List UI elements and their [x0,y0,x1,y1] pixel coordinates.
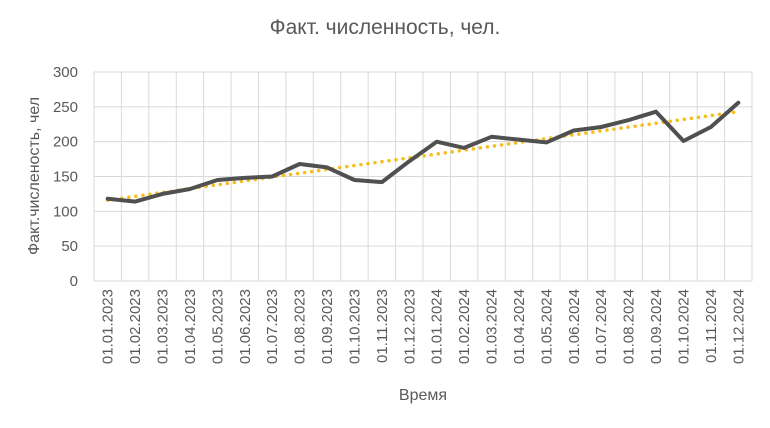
x-axis-label: Время [399,387,447,404]
x-tick-label: 01.06.2024 [566,289,583,364]
x-tick-label: 01.07.2023 [264,289,281,364]
data-point [243,176,246,179]
data-point [709,126,712,129]
data-point [216,178,219,181]
data-point [134,200,137,203]
y-axis-label: Факт.численость, чел [26,97,43,255]
data-point [655,110,658,113]
chart-title: Факт. численность, чел. [269,16,501,39]
data-point [408,160,411,163]
x-tick-label: 01.04.2023 [182,289,199,364]
x-tick-label: 01.12.2024 [730,289,747,364]
x-tick-label: 01.02.2024 [456,289,473,364]
data-point [600,126,603,129]
series-line [105,100,741,204]
data-point [188,188,191,191]
data-point [517,138,520,141]
x-tick-label: 01.05.2024 [538,289,555,364]
x-tick-label: 01.06.2023 [237,289,254,364]
x-tick-label: 01.05.2023 [209,289,226,364]
data-point [435,140,438,143]
trendline [105,109,741,202]
y-tick-label: 200 [53,134,78,151]
data-point [682,139,685,142]
x-tick-label: 01.11.2024 [703,289,720,363]
series-group [105,100,741,204]
y-tick-label: 250 [53,99,78,116]
data-point [463,146,466,149]
data-point [545,141,548,144]
x-tick-label: 01.03.2023 [155,289,172,364]
data-point [572,129,575,132]
data-point [490,135,493,138]
x-tick-label: 01.01.2024 [429,289,446,364]
x-tick-label: 01.12.2023 [401,289,418,364]
y-tick-label: 100 [53,203,78,220]
x-tick-label: 01.03.2024 [484,289,501,364]
x-tick-label: 01.09.2024 [648,289,665,364]
x-tick-label: 01.08.2024 [621,289,638,364]
data-point [298,162,301,165]
x-tick-label: 01.11.2023 [374,289,391,363]
data-point [271,175,274,178]
gridlines [93,71,753,282]
y-tick-label: 300 [53,64,78,81]
x-tick-label: 01.07.2024 [593,289,610,364]
y-tick-label: 150 [53,169,78,186]
x-tick-label: 01.02.2023 [127,289,144,364]
x-tick-label: 01.10.2023 [346,289,363,364]
x-tick-label: 01.01.2023 [100,289,117,364]
data-point [380,181,383,184]
data-point [627,119,630,122]
y-tick-label: 0 [70,273,78,290]
y-tick-label: 50 [61,238,78,255]
x-tick-label: 01.10.2024 [675,289,692,364]
data-point [737,101,740,104]
data-point [353,178,356,181]
y-tick-labels: 0 50 100 150 200 250 300 [53,64,78,290]
x-tick-label: 01.04.2024 [511,289,528,364]
x-tick-label: 01.09.2023 [319,289,336,364]
data-point [161,192,164,195]
x-tick-labels: 01.01.2023 01.02.2023 01.03.2023 01.04.2023… [100,289,748,364]
data-point [326,166,329,169]
x-tick-label: 01.08.2023 [292,289,309,364]
data-point [106,197,109,200]
